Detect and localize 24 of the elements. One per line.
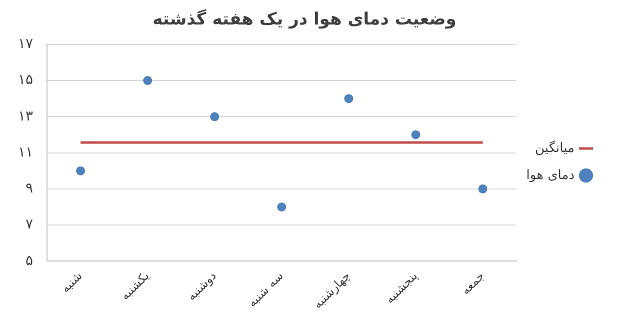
legend-label: میانگین <box>535 140 574 156</box>
x-tick-label: شنبه <box>58 268 85 296</box>
y-tick-label: ۱۵ <box>18 72 34 88</box>
point <box>76 166 86 176</box>
y-tick-label: ۵ <box>26 252 34 269</box>
y-tick-label: ۱۱ <box>18 144 34 160</box>
legend-label: دمای هوا <box>526 168 575 183</box>
x-tick-label: سه شنبه <box>244 268 286 310</box>
y-tick-label: ۹ <box>26 180 34 197</box>
x-tick-label: جمعه <box>458 268 488 298</box>
x-tick-label: پنجشنبه <box>382 268 420 306</box>
point <box>210 112 220 122</box>
point <box>344 94 354 104</box>
chart-title: وضعیت دمای هوا در یک هفته گذشته <box>152 8 456 30</box>
x-tick-label: یکشنبه <box>118 268 152 303</box>
point <box>411 130 420 140</box>
point <box>143 76 152 86</box>
y-tick-label: ۷ <box>26 216 34 233</box>
point <box>478 184 488 194</box>
point <box>277 202 286 212</box>
x-tick-label: چهارشنبه <box>310 268 354 312</box>
x-tick-label: دوشنبه <box>184 268 219 304</box>
y-tick-label: ۱۷ <box>18 36 34 52</box>
y-tick-label: ۱۳ <box>18 108 34 124</box>
